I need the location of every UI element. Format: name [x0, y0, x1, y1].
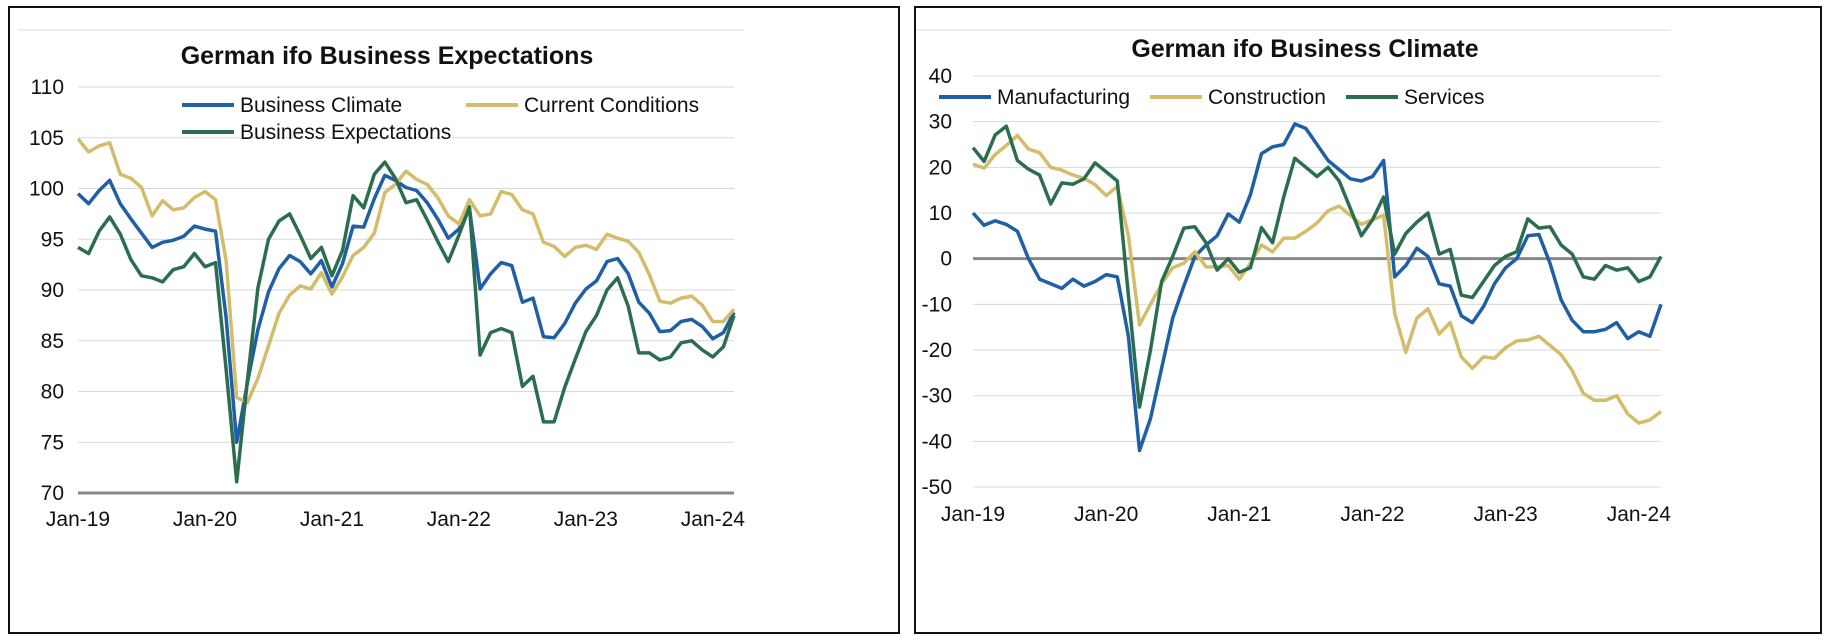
y-tick-label: -10 [922, 293, 952, 316]
y-tick-label: 75 [41, 431, 64, 454]
y-tick-label: 90 [41, 279, 64, 302]
x-tick-label: Jan-19 [46, 508, 110, 531]
series-line-business-expectations [77, 160, 736, 484]
x-tick-label: Jan-23 [1474, 503, 1538, 526]
y-tick-label: 85 [41, 330, 64, 353]
x-tick-label: Jan-21 [1207, 503, 1271, 526]
x-tick-label: Jan-19 [941, 503, 1005, 526]
legend-label-business-climate: Business Climate [240, 94, 402, 117]
y-tick-label: 0 [940, 248, 952, 271]
x-tick-label: Jan-20 [1074, 503, 1138, 526]
legend-label-business-expectations: Business Expectations [240, 121, 451, 144]
business-climate-chart: German ifo Business Climate -50 -40 -30 -20 -… [916, 29, 1672, 526]
y-tick-label: -50 [922, 476, 952, 499]
y-tick-label: 100 [29, 178, 64, 201]
legend-label-construction: Construction [1208, 86, 1326, 109]
legend-label-services: Services [1404, 86, 1485, 109]
legend-label-manufacturing: Manufacturing [997, 86, 1130, 109]
y-tick-label: 105 [29, 127, 64, 150]
series-line-business-climate [76, 173, 736, 445]
series-line-current-conditions [76, 137, 736, 405]
x-tick-label: Jan-22 [427, 508, 491, 531]
chart-title: German ifo Business Expectations [181, 42, 594, 70]
series-line-manufacturing [971, 122, 1663, 453]
y-tick-label: 20 [929, 156, 952, 179]
left-chart-panel: German ifo Business Expectations 70 75 80 85… [8, 6, 900, 634]
chart-title: German ifo Business Climate [1131, 35, 1478, 63]
x-tick-label: Jan-21 [300, 508, 364, 531]
business-expectations-chart: German ifo Business Expectations 70 75 80 85… [18, 29, 746, 531]
y-tick-label: 10 [929, 202, 952, 225]
y-tick-label: 40 [929, 65, 952, 88]
x-tick-label: Jan-24 [1607, 503, 1672, 526]
right-chart-panel: German ifo Business Climate -50 -40 -30 -20 -… [914, 6, 1822, 634]
y-tick-label: 70 [41, 482, 64, 505]
series-line-construction [972, 133, 1663, 425]
legend-label-current-conditions: Current Conditions [524, 94, 699, 117]
y-tick-label: 110 [31, 76, 64, 99]
y-tick-label: -20 [922, 339, 952, 362]
x-tick-label: Jan-24 [681, 508, 746, 531]
x-tick-label: Jan-22 [1340, 503, 1404, 526]
series-line-services [971, 124, 1663, 409]
y-tick-label: 80 [41, 381, 64, 404]
x-tick-label: Jan-20 [173, 508, 237, 531]
y-tick-label: -30 [922, 385, 952, 408]
x-tick-label: Jan-23 [554, 508, 618, 531]
y-tick-label: 30 [929, 111, 952, 134]
y-tick-label: 95 [41, 228, 64, 251]
y-tick-label: -40 [922, 430, 952, 453]
